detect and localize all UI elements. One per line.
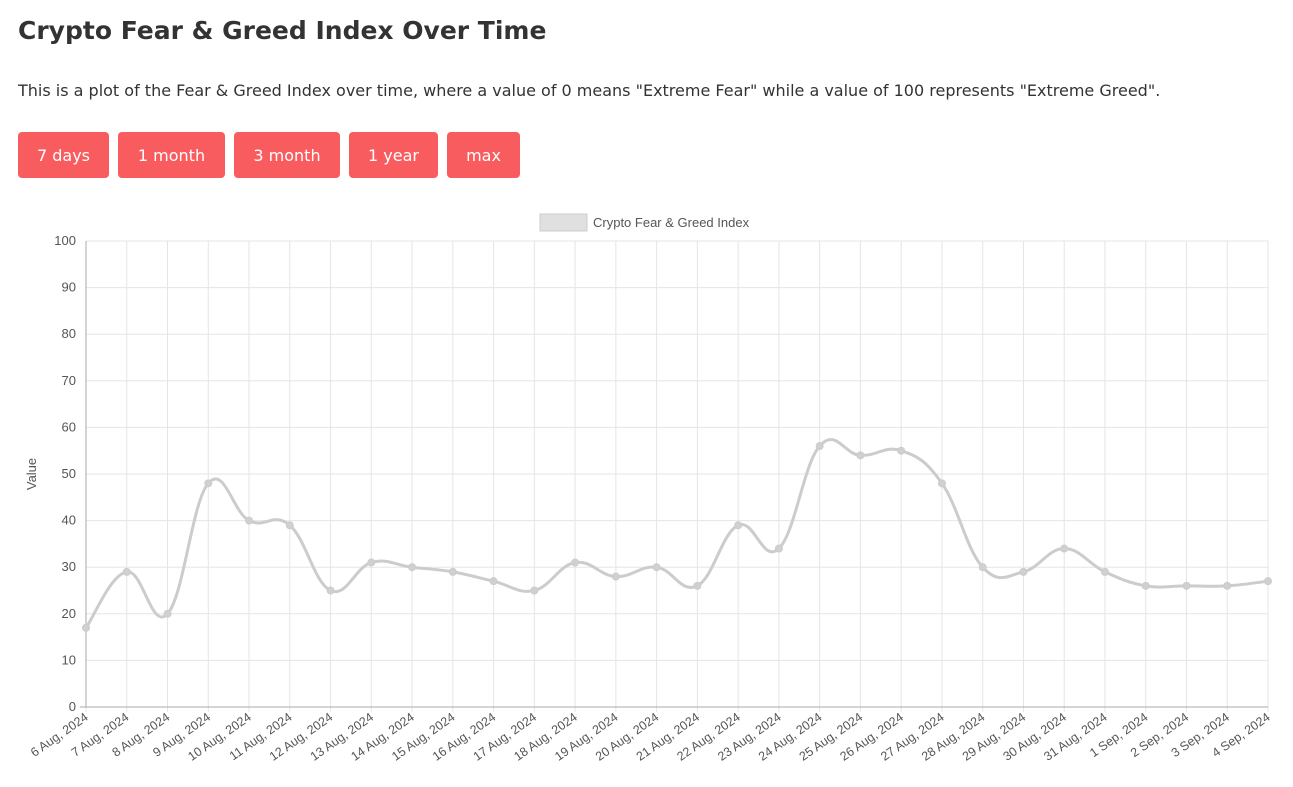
data-point[interactable] [1100, 567, 1109, 576]
y-tick-label: 40 [62, 513, 76, 528]
data-point[interactable] [285, 521, 294, 530]
data-point[interactable] [937, 479, 946, 488]
data-point[interactable] [245, 516, 254, 525]
legend-swatch [539, 213, 588, 232]
data-point[interactable] [815, 442, 824, 451]
data-point[interactable] [1019, 567, 1028, 576]
data-point[interactable] [163, 609, 172, 618]
y-tick-label: 80 [62, 326, 76, 341]
range-1-month-button[interactable]: 1 month [118, 132, 225, 178]
y-tick-label: 50 [62, 466, 76, 481]
page-title: Crypto Fear & Greed Index Over Time [18, 16, 547, 45]
data-point[interactable] [489, 577, 498, 586]
data-point[interactable] [367, 558, 376, 567]
page-description: This is a plot of the Fear & Greed Index… [18, 81, 1161, 100]
data-point[interactable] [734, 521, 743, 530]
data-point[interactable] [122, 567, 131, 576]
range-3-month-button[interactable]: 3 month [234, 132, 340, 178]
data-point[interactable] [611, 572, 620, 581]
data-point[interactable] [856, 451, 865, 460]
range-max-button[interactable]: max [447, 132, 520, 178]
data-point[interactable] [1141, 581, 1150, 590]
data-point[interactable] [530, 586, 539, 595]
grid-lines [85, 240, 1269, 712]
y-tick-label: 90 [62, 280, 76, 295]
data-point[interactable] [204, 479, 213, 488]
data-point[interactable] [571, 558, 580, 567]
data-point[interactable] [326, 586, 335, 595]
y-tick-label: 0 [69, 699, 76, 714]
data-point[interactable] [774, 544, 783, 553]
data-points [82, 442, 1272, 632]
y-tick-labels: 0 10 20 30 40 50 60 70 80 90 100 [54, 233, 76, 714]
range-1-year-button[interactable]: 1 year [349, 132, 438, 178]
y-tick-label: 10 [62, 652, 76, 667]
data-point[interactable] [1060, 544, 1069, 553]
data-point[interactable] [1223, 581, 1232, 590]
data-point[interactable] [897, 446, 906, 455]
data-point[interactable] [1264, 577, 1272, 586]
y-axis-label: Value [24, 458, 39, 490]
y-tick-label: 100 [54, 233, 76, 248]
y-tick-label: 20 [62, 606, 76, 621]
fear-greed-line-chart: Crypto Fear & Greed Index Value 0 10 20 30 4… [24, 213, 1273, 764]
range-7-days-button[interactable]: 7 days [18, 132, 109, 178]
data-point[interactable] [448, 567, 457, 576]
data-point[interactable] [652, 563, 661, 572]
y-tick-label: 60 [62, 419, 76, 434]
chart-legend[interactable]: Crypto Fear & Greed Index [539, 213, 750, 232]
legend-label: Crypto Fear & Greed Index [593, 215, 750, 230]
data-point[interactable] [1182, 581, 1191, 590]
data-point[interactable] [82, 623, 90, 632]
series-line [84, 438, 1269, 629]
y-tick-label: 30 [62, 559, 76, 574]
data-point[interactable] [693, 581, 702, 590]
y-tick-label: 70 [62, 373, 76, 388]
data-point[interactable] [408, 563, 417, 572]
data-point[interactable] [978, 563, 987, 572]
